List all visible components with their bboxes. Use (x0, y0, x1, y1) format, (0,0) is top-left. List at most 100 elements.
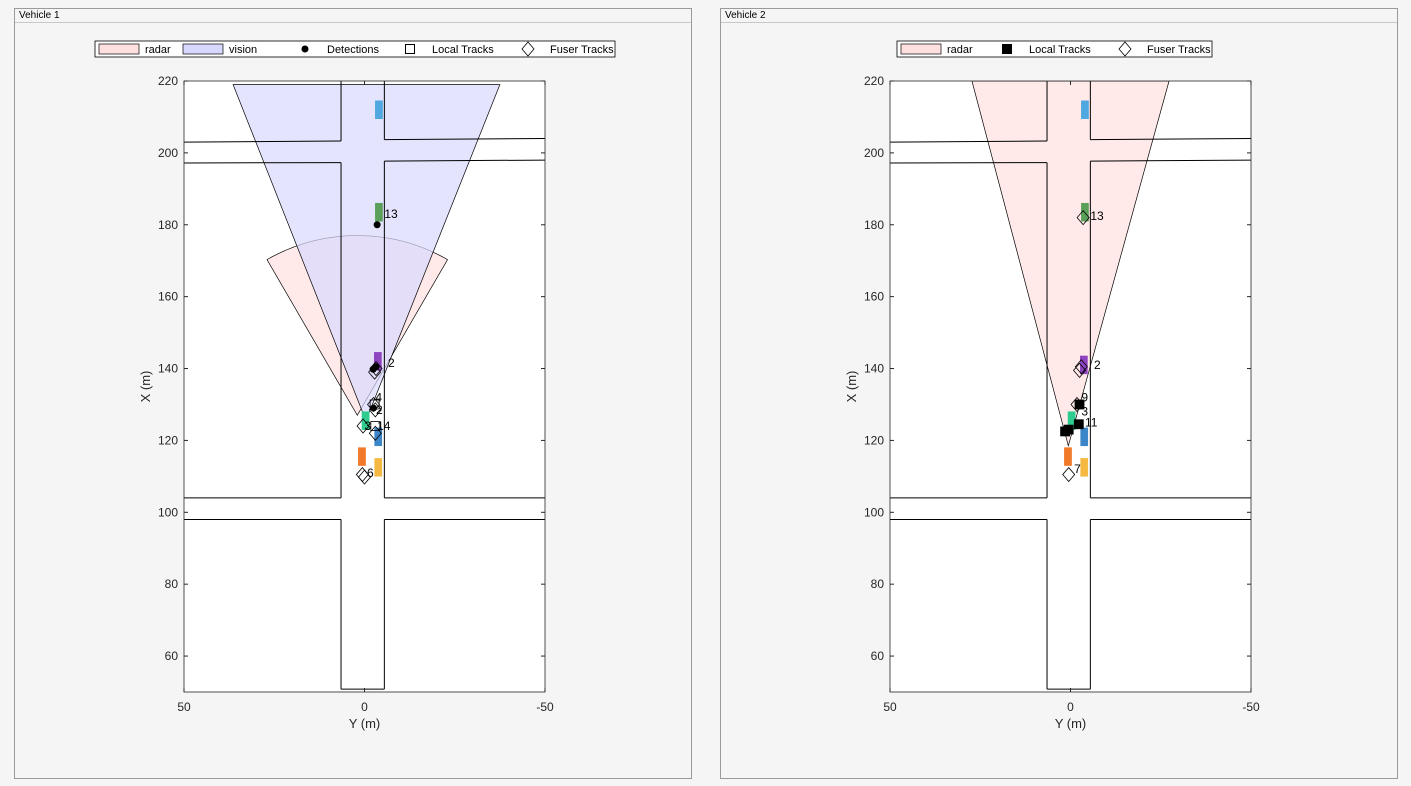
legend-label: vision (229, 44, 257, 56)
track-label: 6 (367, 466, 374, 480)
y-tick-label: 200 (158, 146, 178, 160)
fuser-track-marker (357, 469, 372, 485)
legend-label: Fuser Tracks (550, 44, 614, 56)
legend-label: radar (145, 44, 171, 56)
panel-title: Vehicle 2 (725, 10, 766, 21)
title-divider (721, 22, 1397, 23)
legend-swatch-radar (900, 43, 942, 55)
x-tick-label: 0 (1067, 700, 1074, 714)
vehicle (1064, 447, 1072, 466)
legend-box (94, 40, 616, 58)
legend-local-track-icon (405, 44, 415, 54)
legend-fuser-track-icon (1118, 41, 1132, 57)
vehicle (1080, 427, 1089, 447)
vehicle (375, 202, 383, 222)
vehicle (1079, 355, 1088, 375)
y-tick-label: 200 (864, 146, 884, 160)
y-tick-label: 220 (158, 74, 178, 88)
fuser-track-marker (1072, 362, 1087, 378)
x-tick-label: 50 (177, 700, 191, 714)
y-tick-label: 220 (864, 74, 884, 88)
road-edge (384, 138, 545, 141)
legend: radar Local Tracks Fuser Tracks (896, 40, 1213, 58)
road-edge (890, 140, 1048, 143)
y-tick-label: 80 (871, 577, 885, 591)
x-axis-label: Y (m) (1055, 716, 1087, 731)
x-axis-label: Y (m) (349, 716, 381, 731)
panel-title: Vehicle 1 (19, 10, 60, 21)
y-axis-label: X (m) (844, 371, 859, 403)
y-axis-label: X (m) (138, 371, 153, 403)
track-label: 2 (388, 356, 395, 370)
track-label: 3 (1081, 405, 1088, 419)
x-tick-label: -50 (1242, 700, 1260, 714)
y-tick-label: 180 (864, 218, 884, 232)
track-label: 3 (365, 419, 372, 433)
track-label: 11 (1085, 415, 1098, 429)
road-edge (384, 159, 545, 162)
y-tick-label: 180 (158, 218, 178, 232)
panel-vehicle-2: Vehicle 2 13 2 9 3 11 7 60 80 100 120 140 160 180 200… (720, 8, 1398, 779)
sensor-coverage-vision (232, 84, 501, 422)
legend-label: radar (947, 44, 973, 56)
track-label: 14 (377, 419, 391, 433)
vehicle (1081, 100, 1089, 119)
legend-box (896, 40, 1213, 58)
fuser-track-marker (1074, 359, 1088, 375)
road-edge (1090, 138, 1251, 141)
fuser-track-marker (368, 425, 382, 441)
y-tick-label: 60 (165, 649, 179, 663)
legend-swatch-radar (98, 43, 140, 55)
legend-detection-icon (301, 45, 309, 53)
y-tick-label: 80 (165, 577, 179, 591)
track-label: 2 (1094, 358, 1101, 372)
x-tick-label: 50 (883, 700, 897, 714)
local-track-marker (1073, 419, 1084, 430)
fuser-track-marker (1070, 396, 1084, 413)
vehicle (374, 458, 383, 477)
track-label: 9 (1081, 390, 1088, 404)
track-label: 13 (1090, 209, 1104, 223)
legend-swatch-vision (182, 43, 224, 55)
vehicle (375, 100, 383, 119)
track-label: 2 (376, 403, 383, 417)
x-tick-label: -50 (536, 700, 554, 714)
x-tick-label: 0 (361, 700, 368, 714)
y-tick-label: 100 (864, 505, 884, 519)
vehicle (373, 352, 382, 371)
fuser-track-marker (366, 396, 381, 413)
legend-label: Local Tracks (432, 44, 494, 56)
y-tick-label: 120 (864, 433, 884, 447)
local-track-marker (1060, 426, 1070, 437)
track-label: 7 (1074, 462, 1081, 476)
fuser-track-marker (1076, 209, 1090, 226)
y-tick-label: 160 (158, 290, 178, 304)
track-label: 4 (375, 390, 382, 404)
y-tick-label: 100 (158, 505, 178, 519)
fuser-track-marker (369, 360, 383, 377)
vehicle (358, 447, 366, 466)
legend-fuser-track-icon (521, 41, 535, 57)
y-tick-label: 140 (864, 362, 884, 376)
track-label: 13 (384, 207, 398, 221)
fuser-track-marker (368, 402, 382, 418)
fuser-track-marker (368, 364, 382, 380)
vehicle (1080, 458, 1089, 477)
local-track-marker (370, 421, 381, 431)
panel-vehicle-1: Vehicle 1 13 2 4 2 3 14 6 60 80 100 120 140 160 180 20… (14, 8, 692, 779)
legend-label: Fuser Tracks (1147, 44, 1211, 56)
y-tick-label: 140 (158, 362, 178, 376)
sensor-coverage-radar (971, 81, 1170, 448)
title-divider (15, 22, 691, 23)
road-edge (1090, 159, 1251, 162)
legend-local-track-icon (1002, 44, 1012, 54)
y-tick-label: 60 (871, 649, 885, 663)
y-tick-label: 160 (864, 290, 884, 304)
legend-label: Detections (327, 44, 379, 56)
y-tick-label: 120 (158, 433, 178, 447)
fuser-track-marker (356, 418, 370, 434)
